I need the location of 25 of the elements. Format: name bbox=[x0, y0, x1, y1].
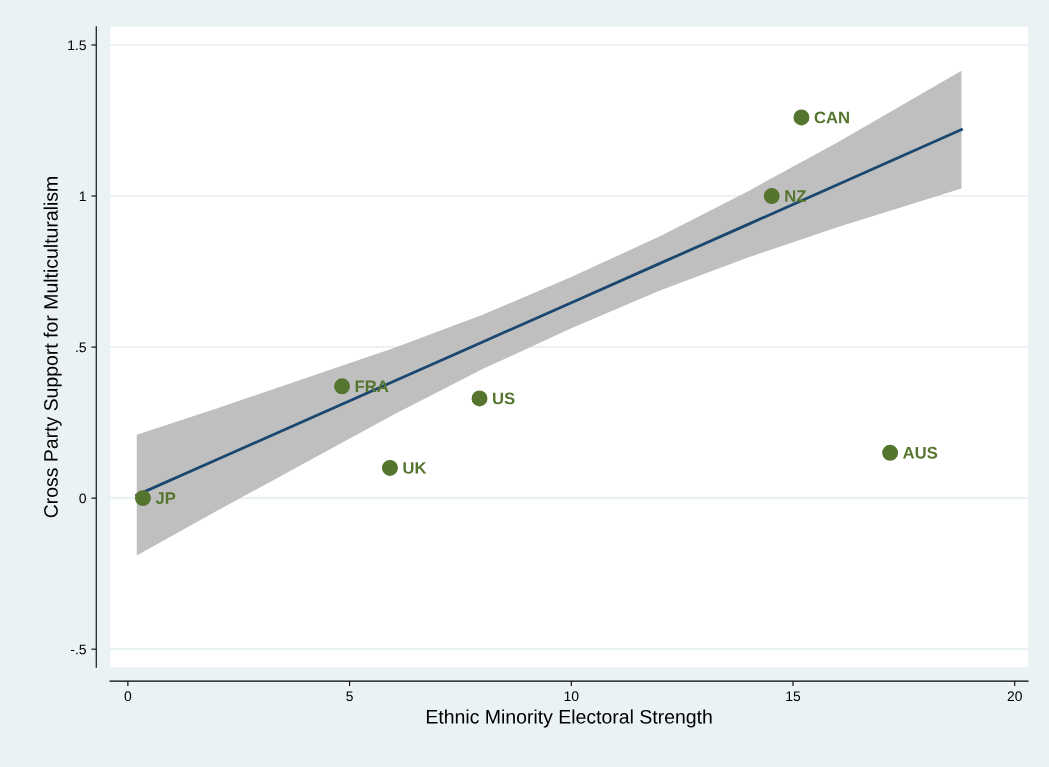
y-tick-label: 1 bbox=[79, 191, 86, 202]
x-tick-label: 10 bbox=[564, 691, 579, 702]
point bbox=[763, 188, 780, 204]
point bbox=[793, 109, 810, 126]
annotation: NZ bbox=[785, 190, 806, 202]
y-tick-label: -.5 bbox=[70, 644, 86, 655]
annotation: JP bbox=[155, 492, 176, 504]
annotation: AUS bbox=[903, 446, 938, 459]
point bbox=[134, 490, 151, 507]
x-tick-label: 0 bbox=[124, 691, 132, 702]
y-tick-label: 1.5 bbox=[68, 40, 86, 51]
point bbox=[471, 390, 488, 407]
y-tick-label: 0 bbox=[79, 493, 86, 504]
x-tick-label: 5 bbox=[346, 691, 353, 702]
x-tick-label: 15 bbox=[786, 691, 801, 702]
point bbox=[334, 378, 351, 395]
point bbox=[381, 459, 398, 476]
y-axis-title: Cross Party Support for Multiculturalism bbox=[43, 177, 62, 518]
annotation: US bbox=[493, 392, 515, 405]
x-tick-label: 20 bbox=[1007, 691, 1022, 702]
y-tick-label: .5 bbox=[76, 342, 86, 353]
annotation: UK bbox=[403, 462, 427, 474]
point bbox=[882, 444, 899, 461]
annotation: CAN bbox=[814, 111, 849, 124]
x-axis-title: Ethnic Minority Electoral Strength bbox=[426, 709, 712, 728]
